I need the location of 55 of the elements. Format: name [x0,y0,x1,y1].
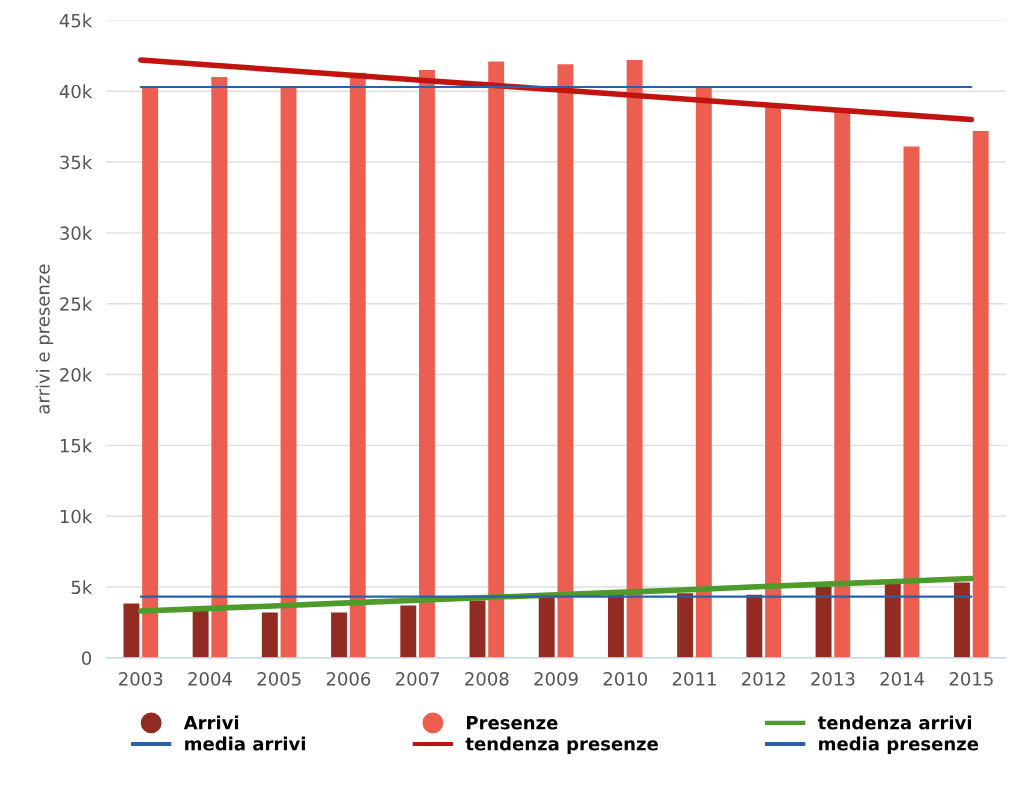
x-tick-label: 2009 [534,672,578,686]
bar [419,69,435,658]
bar [765,105,781,658]
legend-label: Arrivi [183,715,239,730]
legend-label: media presenze [819,736,979,755]
bar [834,111,851,658]
bar [695,86,712,658]
legend-label: tendenza presenze [465,736,658,755]
y-tick-label: 45k [59,13,93,28]
x-tick-label: 2012 [742,672,785,686]
x-tick-label: 2014 [880,672,925,686]
y-tick-label: 20k [60,367,93,382]
bar [538,597,555,658]
bar [626,60,643,658]
y-tick-label: 15k [60,438,93,453]
bar [954,582,970,658]
bar [903,146,920,658]
bar [400,605,417,658]
bar [261,612,278,658]
bar [557,64,574,658]
bar [815,586,832,658]
x-tick-label: 2007 [395,672,440,686]
bar [211,77,228,658]
bar [123,603,140,658]
y-tick-label: 25k [60,296,93,311]
bar [972,130,989,658]
x-tick-label: 2015 [949,672,993,686]
x-tick-label: 2004 [188,672,232,686]
y-axis-title: arrivi e presenze [35,264,54,414]
legend-label: tendenza arrivi [817,715,972,730]
bar [607,594,624,658]
bar [469,600,486,658]
x-tick-label: 2013 [811,672,855,686]
bar [884,583,901,658]
bar [677,593,694,658]
y-tick-label: 0 [81,651,92,665]
bar [280,86,297,658]
y-tick-label: 35k [60,155,93,170]
y-tick-label: 40k [59,84,93,99]
bar [331,612,348,658]
x-tick-label: 2011 [672,672,716,686]
y-tick-label: 10k [60,509,93,524]
bar [142,86,159,658]
x-tick-label: 2003 [119,672,163,686]
y-tick-label: 30k [60,226,93,240]
legend-label: media arrivi [185,736,305,751]
y-tick-label: 5k [71,580,93,595]
x-tick-label: 2010 [603,672,648,686]
x-tick-label: 2005 [257,672,301,686]
bar [488,61,505,658]
bar [192,611,209,658]
x-tick-label: 2006 [326,672,371,686]
x-tick-label: 2008 [465,672,509,686]
bar [746,594,763,658]
legend-label: Presenze [467,716,558,730]
